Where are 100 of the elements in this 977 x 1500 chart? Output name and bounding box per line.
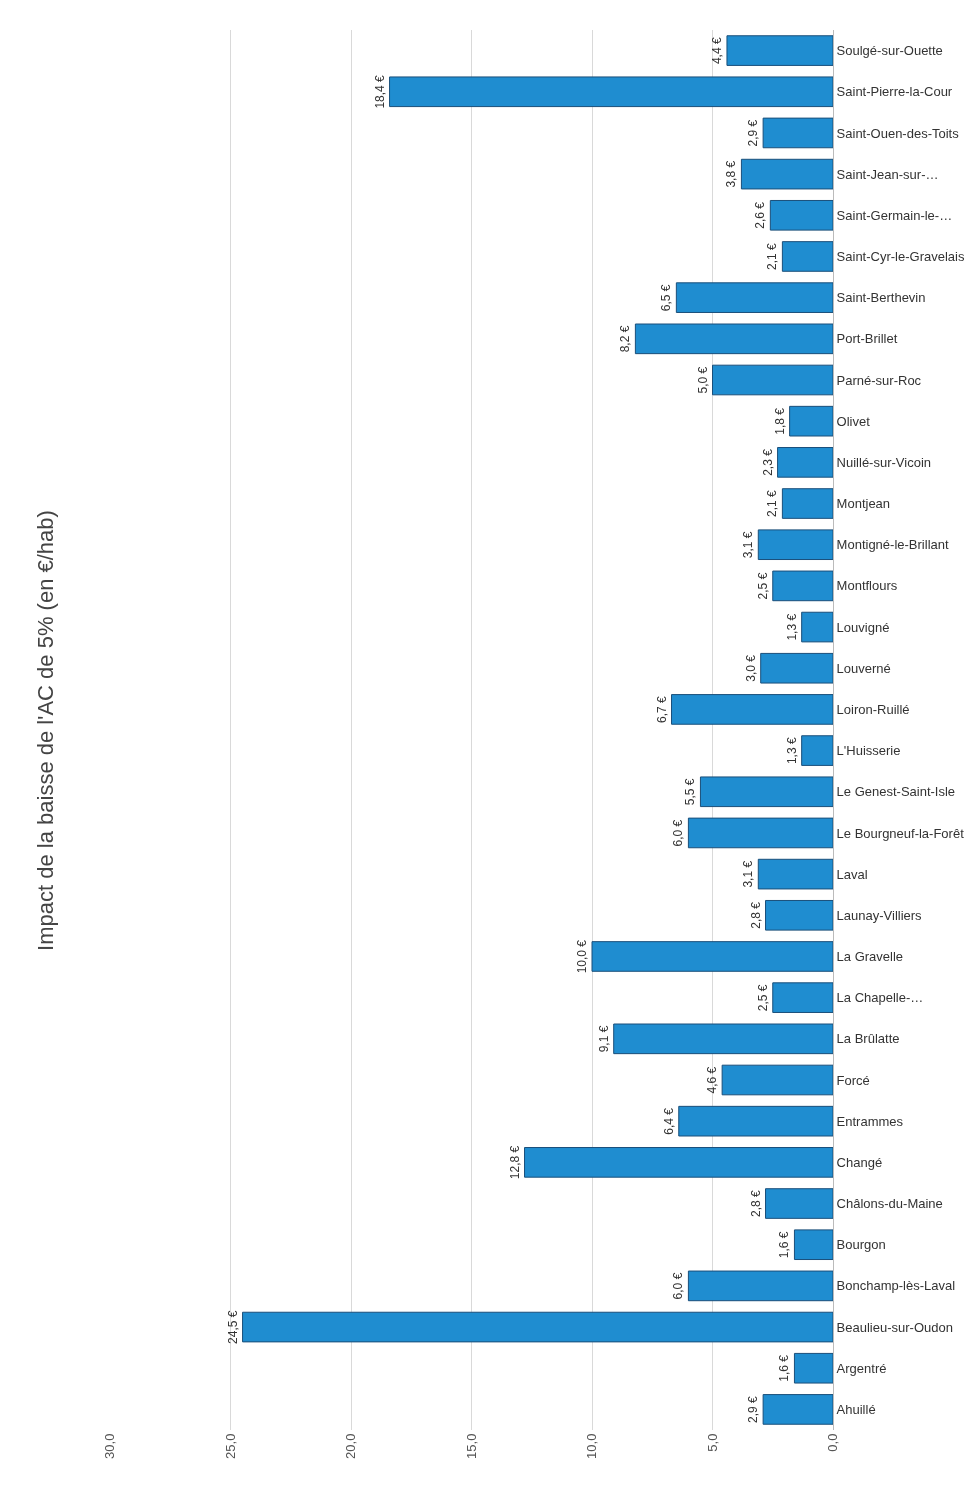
y-tick-label: Nuillé-sur-Vicoin [836, 454, 932, 470]
bar [769, 199, 833, 231]
data-label: 8,2 € [618, 325, 633, 353]
data-label: 5,0 € [695, 366, 710, 394]
data-label: 3,1 € [741, 531, 756, 559]
data-label: 6,0 € [671, 1272, 686, 1300]
y-tick-label: Le Genest-Saint-Isle [836, 784, 956, 800]
data-label: 6,7 € [654, 695, 669, 723]
data-label: 2,3 € [760, 448, 775, 476]
data-label: 3,8 € [724, 160, 739, 188]
y-tick-label: Montflours [836, 578, 898, 594]
data-label: 1,6 € [777, 1354, 792, 1382]
text: Impact de la baisse de l'AC de 5% (en €/hab) [32, 510, 58, 951]
x-tick-label: 5,0 [704, 1433, 720, 1452]
bar [613, 1023, 833, 1055]
bar [524, 1147, 833, 1178]
bar [740, 158, 833, 190]
data-label: 12,8 € [507, 1145, 522, 1180]
y-tick-label: La Brûlatte [836, 1031, 900, 1047]
y-tick-label: Laval [836, 866, 868, 882]
bar [765, 899, 833, 931]
y-tick-label: Montjean [836, 496, 891, 512]
y-tick-label: Beaulieu-sur-Oudon [836, 1319, 953, 1335]
x-tick-label: 15,0 [463, 1433, 479, 1459]
bar [389, 76, 833, 108]
bar [242, 1311, 833, 1343]
y-tick-label: Changé [836, 1154, 883, 1170]
data-label: 3,1 € [741, 860, 756, 888]
bar [789, 405, 833, 437]
y-tick-label: Saint-Berthevin [836, 290, 926, 306]
y-tick-label: Loiron-Ruillé [836, 701, 910, 717]
bar [699, 776, 833, 808]
data-label: 6,0 € [671, 819, 686, 847]
y-tick-label: Forcé [836, 1072, 870, 1088]
data-label: 2,5 € [755, 984, 770, 1012]
x-tick-label: 25,0 [222, 1433, 238, 1459]
bar [634, 323, 833, 355]
y-tick-label: Saint-Jean-sur-… [836, 166, 939, 182]
y-tick-label: Saint-Pierre-la-Cour [836, 84, 953, 100]
bar [801, 735, 833, 766]
bar [687, 817, 833, 849]
y-tick-label: Bonchamp-lès-Laval [836, 1278, 956, 1294]
data-label: 1,6 € [777, 1231, 792, 1259]
data-label: 1,3 € [784, 613, 799, 641]
data-label: 10,0 € [575, 939, 589, 974]
bar [678, 1105, 833, 1137]
data-label: 18,4 € [372, 74, 387, 109]
data-label: 2,5 € [755, 572, 770, 600]
data-label: 9,1 € [596, 1025, 611, 1053]
data-label: 2,6 € [753, 201, 768, 229]
data-label: 6,4 € [661, 1107, 676, 1135]
y-tick-label: Ahuillé [836, 1401, 876, 1417]
bar [772, 570, 833, 602]
y-tick-label: Montigné-le-Brillant [836, 537, 949, 553]
bar [760, 652, 833, 684]
y-tick-label: La Gravelle [836, 949, 904, 965]
data-label: 2,9 € [746, 119, 761, 147]
x-tick-label: 30,0 [102, 1433, 118, 1459]
y-tick-label: Louvigné [836, 619, 890, 635]
bar [762, 117, 833, 149]
bar [591, 941, 833, 972]
x-tick-label: 0,0 [825, 1433, 841, 1452]
bar [772, 982, 833, 1013]
bar [762, 1394, 833, 1425]
data-label: 2,8 € [748, 901, 763, 929]
y-tick-label: Soulgé-sur-Ouette [836, 43, 943, 59]
x-tick-label: 20,0 [343, 1433, 359, 1459]
data-label: 24,5 € [225, 1310, 240, 1344]
data-label: 2,1 € [765, 242, 780, 270]
data-label: 5,5 € [683, 778, 698, 806]
y-tick-label: Parné-sur-Roc [836, 372, 922, 388]
y-tick-label: Louverné [836, 660, 891, 676]
data-label: 3,0 € [743, 654, 758, 682]
y-tick-label: Saint-Ouen-des-Toits [836, 125, 960, 141]
bar [781, 488, 833, 519]
bar [765, 1188, 833, 1219]
data-label: 4,4 € [709, 37, 724, 65]
bar [781, 241, 833, 272]
y-tick-label: Saint-Cyr-le-Gravelais [836, 249, 965, 265]
bar [712, 364, 833, 396]
data-label: 4,6 € [705, 1066, 720, 1094]
bar [671, 694, 833, 725]
bar [726, 35, 833, 66]
data-label: 2,8 € [748, 1190, 763, 1218]
y-tick-label: Le Bourgneuf-la-Forêt [836, 825, 965, 841]
data-label: 1,8 € [772, 407, 787, 435]
data-label: 6,5 € [659, 284, 674, 312]
bar [675, 282, 833, 313]
y-tick-label: Saint-Germain-le-… [836, 207, 953, 223]
y-tick-label: L'Huisserie [836, 743, 901, 759]
bar [721, 1064, 833, 1096]
bar [757, 529, 833, 561]
bar [801, 611, 833, 643]
data-label: 2,9 € [746, 1395, 761, 1423]
y-tick-label: La Chapelle-… [836, 990, 924, 1006]
y-tick-label: Argentré [836, 1360, 887, 1376]
data-label: 2,1 € [765, 490, 780, 518]
bar [793, 1352, 833, 1384]
y-tick-label: Châlons-du-Maine [836, 1196, 943, 1212]
y-tick-label: Olivet [836, 413, 871, 429]
